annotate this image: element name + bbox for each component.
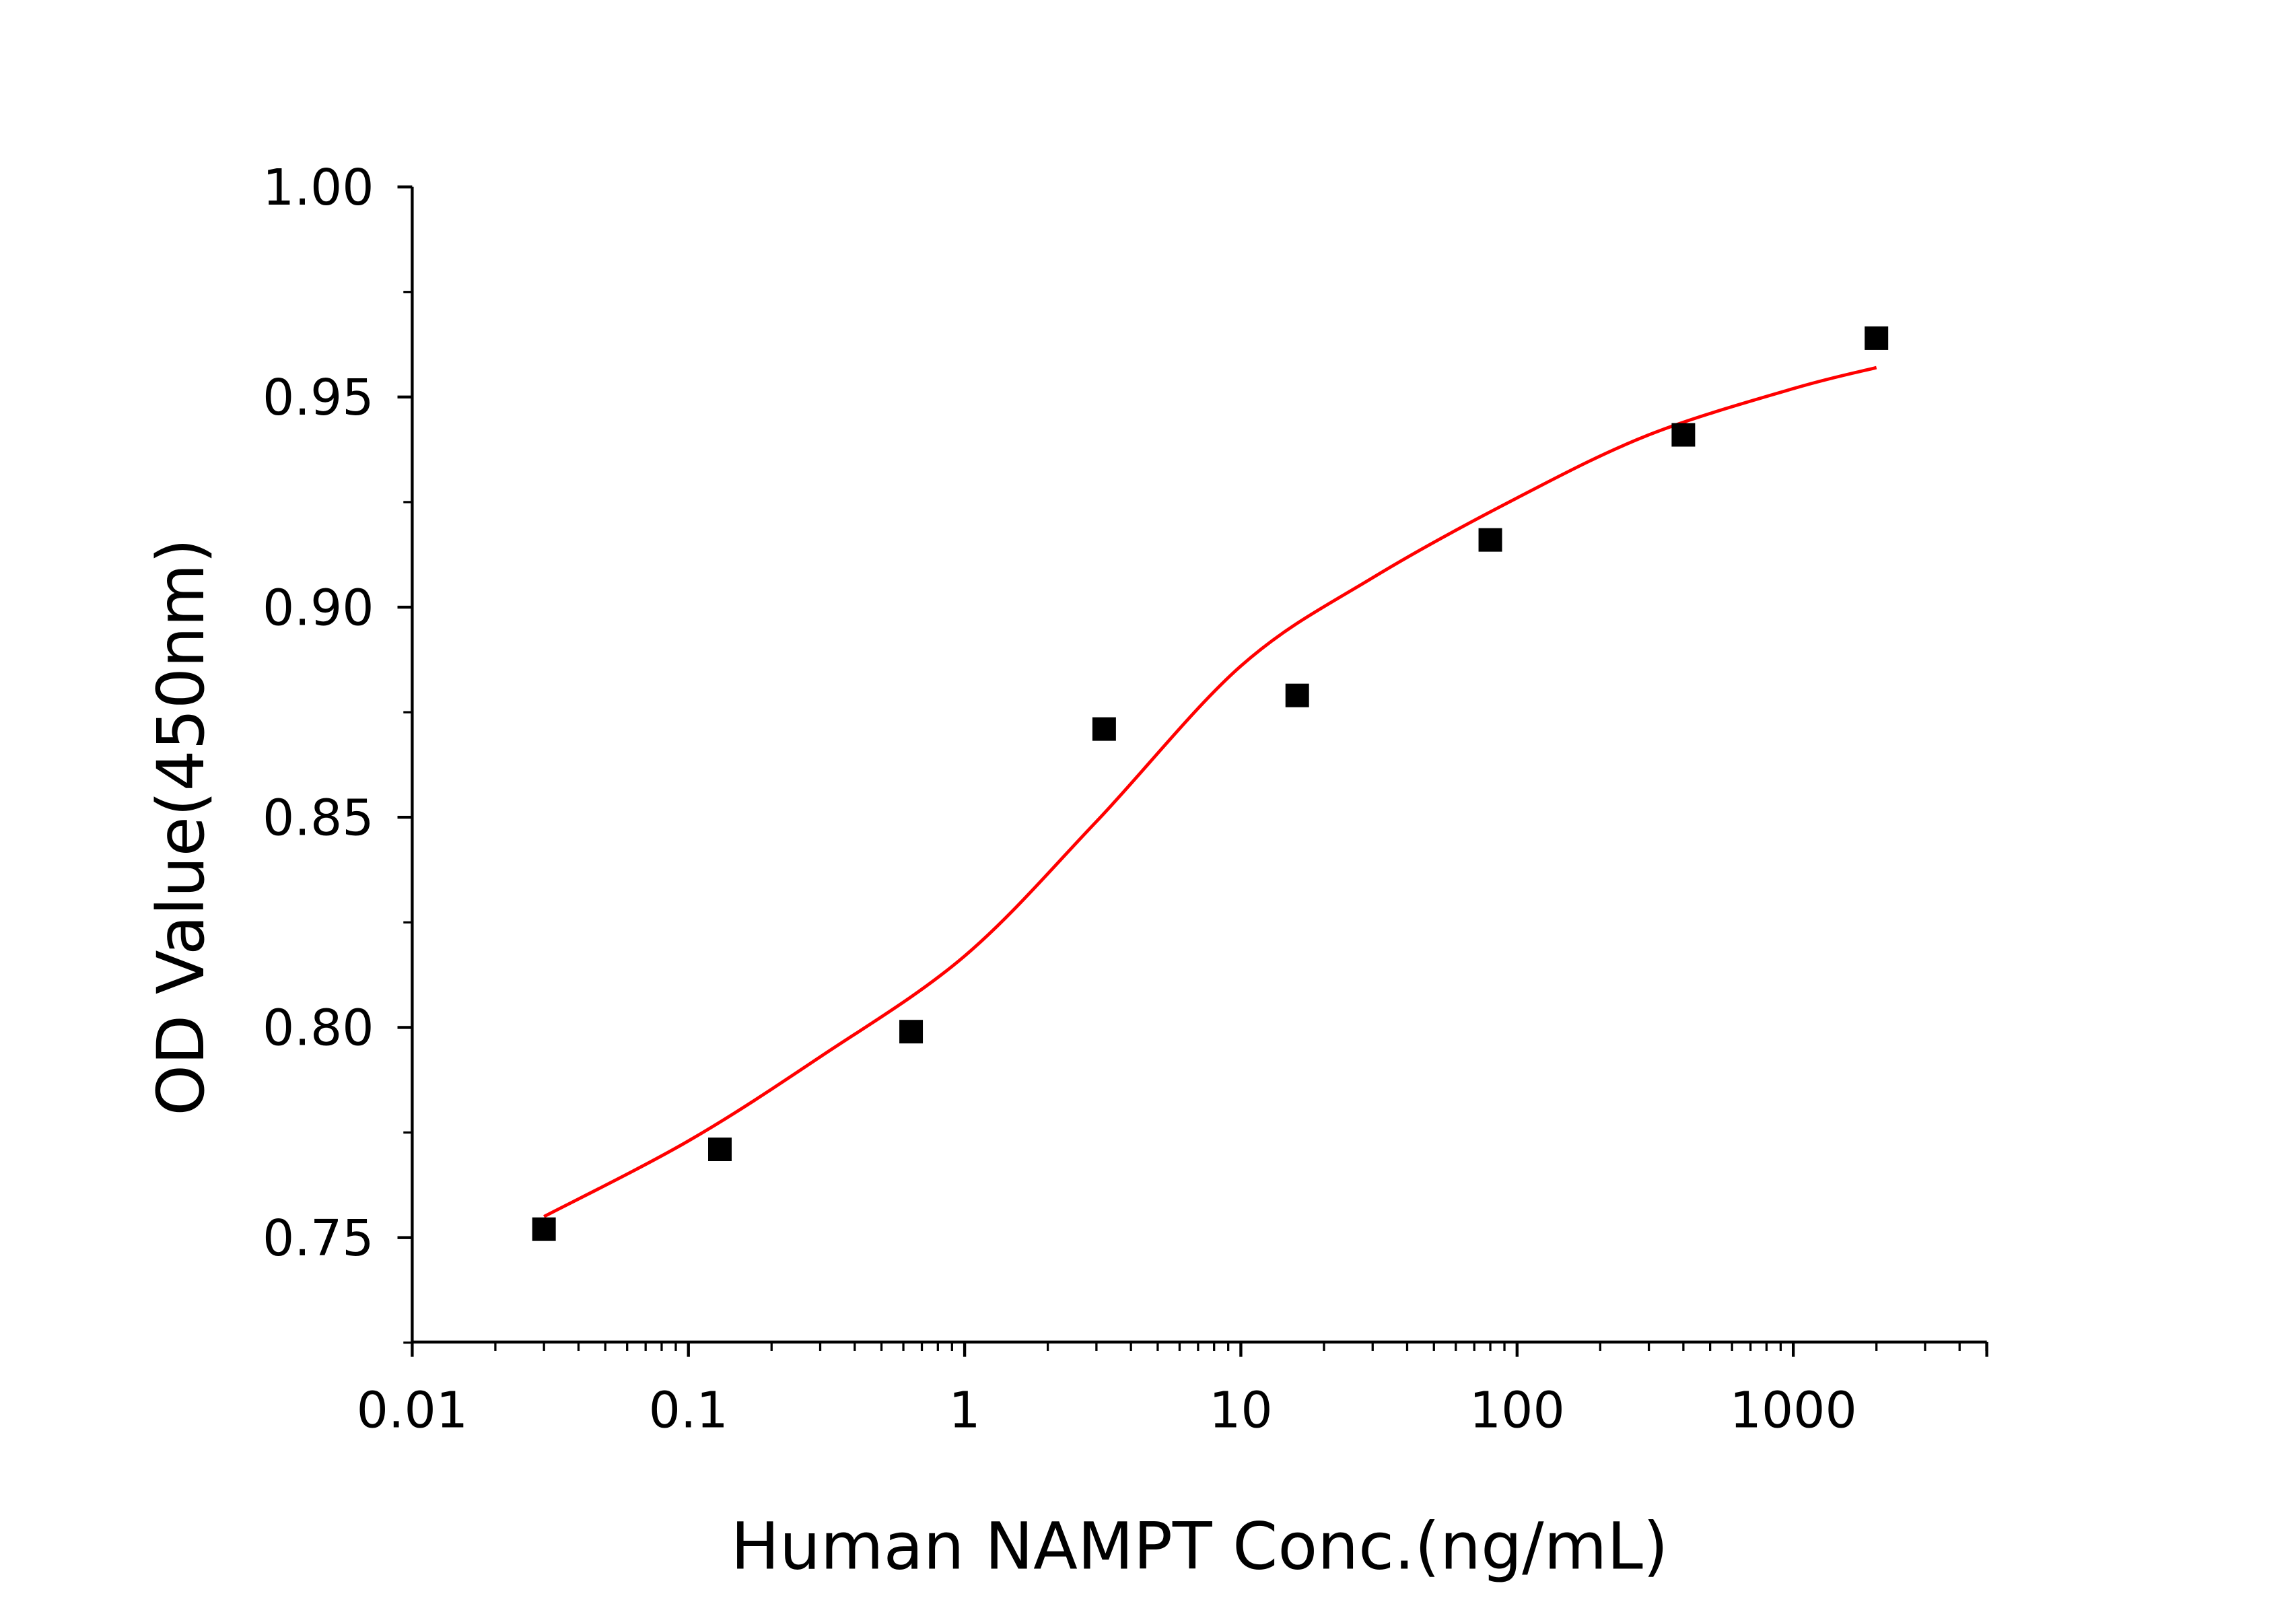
- x-tick-label: 1000: [1730, 1381, 1857, 1440]
- y-axis-label: OD Value(450nm): [143, 538, 219, 1116]
- y-tick-label: 0.90: [263, 578, 374, 637]
- data-point: [1865, 326, 1889, 350]
- y-tick-label: 0.75: [263, 1209, 374, 1267]
- axes: [411, 186, 1987, 1344]
- x-tick-label: 100: [1469, 1381, 1565, 1440]
- data-point: [532, 1217, 556, 1241]
- y-tick-label: 1.00: [263, 158, 374, 217]
- data-point: [1478, 528, 1502, 552]
- y-tick-label: 0.85: [263, 788, 374, 847]
- tick-labels: 0.01 0.1 1 10 100 1000 0.75 0.80 0.85 0.90 0.95 1.0…: [263, 158, 1857, 1440]
- data-point: [1285, 683, 1309, 707]
- data-point: [1092, 717, 1116, 741]
- x-tick-label: 0.1: [649, 1381, 728, 1440]
- data-point: [708, 1138, 732, 1161]
- fit-curve: [543, 365, 1877, 1218]
- data-points: [532, 326, 1889, 1241]
- ticks: [397, 185, 1988, 1357]
- data-point: [899, 1020, 924, 1044]
- x-axis-label: Human NAMPT Conc.(ng/mL): [731, 1509, 1669, 1584]
- x-tick-label: 0.01: [357, 1381, 468, 1440]
- data-point: [1671, 423, 1696, 447]
- y-tick-label: 0.80: [263, 999, 374, 1057]
- x-tick-label: 10: [1209, 1381, 1273, 1440]
- y-tick-label: 0.95: [263, 368, 374, 427]
- x-tick-label: 1: [948, 1381, 980, 1440]
